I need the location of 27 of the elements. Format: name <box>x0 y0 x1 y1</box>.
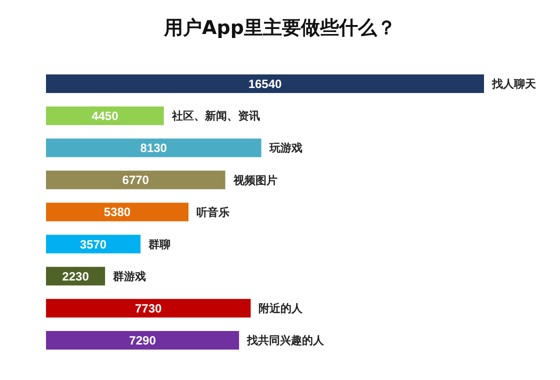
data-label: 7730 <box>135 301 162 316</box>
bar <box>46 234 141 254</box>
bar <box>46 202 188 222</box>
data-label: 2230 <box>62 269 90 284</box>
bar <box>46 170 226 190</box>
bar <box>46 298 251 318</box>
data-label: 5380 <box>104 205 131 220</box>
y-tick-label: 视频图片 <box>232 174 278 187</box>
data-label: 8130 <box>140 141 168 156</box>
data-label: 7290 <box>129 333 156 348</box>
y-tick-label: 玩游戏 <box>268 142 302 155</box>
bar <box>46 106 164 126</box>
data-label: 16540 <box>248 76 282 91</box>
y-tick-label: 附近的人 <box>258 302 304 316</box>
data-label: 6770 <box>122 173 150 188</box>
chart-title: 用户App里主要做些什么？ <box>163 17 396 39</box>
y-tick-label: 找共同兴趣的人 <box>246 334 326 348</box>
data-label: 3570 <box>80 237 107 252</box>
bar <box>46 138 262 158</box>
bar <box>46 74 484 94</box>
bar <box>46 330 240 350</box>
y-tick-label: 找人聊天 <box>491 78 537 91</box>
y-tick-label: 社区、新闻、资讯 <box>170 110 260 123</box>
data-label: 4450 <box>92 108 119 123</box>
y-tick-label: 群游戏 <box>112 270 146 283</box>
y-tick-label: 听音乐 <box>196 206 230 219</box>
y-tick-label: 群聊 <box>148 238 171 251</box>
